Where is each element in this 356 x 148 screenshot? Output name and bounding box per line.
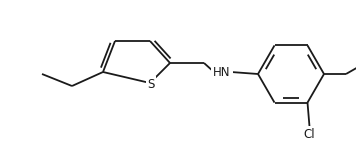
Text: S: S [147, 78, 155, 90]
Text: HN: HN [213, 66, 231, 78]
Text: Cl: Cl [304, 128, 315, 141]
